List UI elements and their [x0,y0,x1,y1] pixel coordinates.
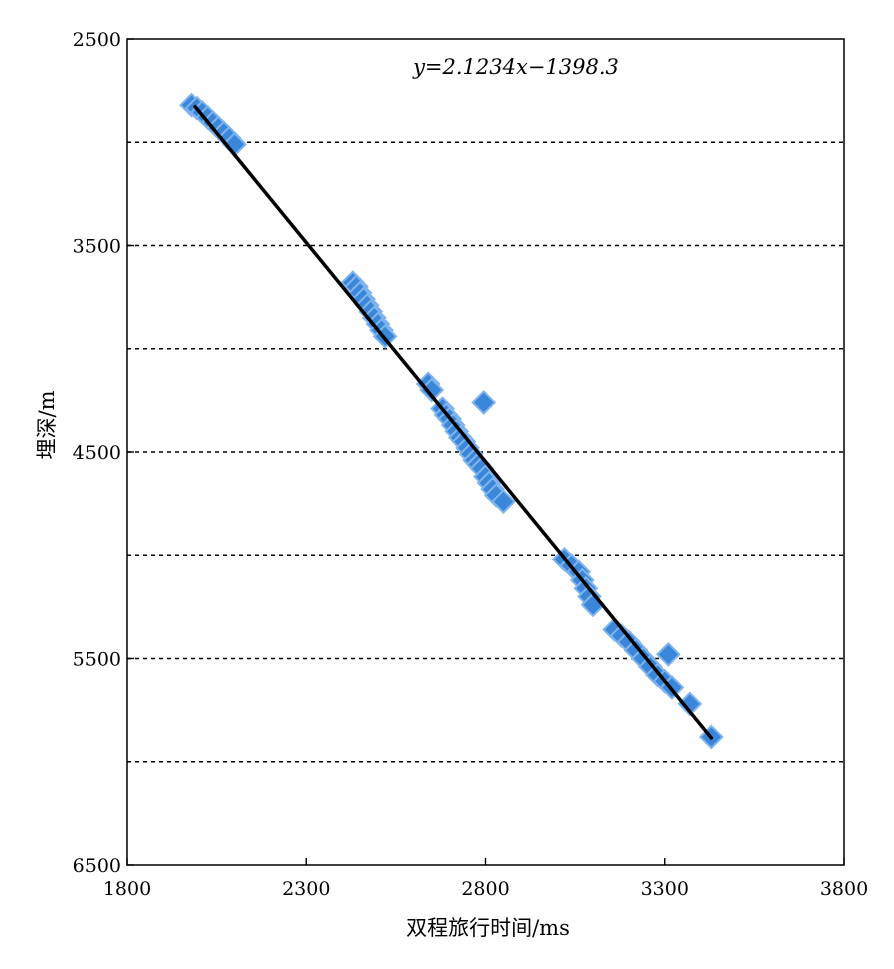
grid-lines [127,141,844,763]
x-tick-label-1800: 1800 [103,878,151,900]
y-tick-label-3500: 3500 [73,236,121,258]
x-tick-label-3800: 3800 [820,878,868,900]
x-tick-label-3300: 3300 [641,878,689,900]
regression-line [193,104,714,740]
y-tick-label-5500: 5500 [73,649,121,671]
data-point-55 [655,641,681,667]
x-tick-label-2300: 2300 [282,878,330,900]
regression-equation: y=2.1234x−1398.3 [412,55,619,79]
y-tick-label-4500: 4500 [73,442,121,464]
y-axis-label: 埋深/m [35,390,59,459]
y-tick-label-2500: 2500 [73,29,121,51]
x-tick-label-2800: 2800 [461,878,509,900]
data-point-38 [471,390,497,415]
axis-ticks: 1800 2300 2800 3300 3800 2500 3500 4500 5500 6500 [73,29,869,900]
data-point-37 [491,489,516,514]
x-axis-label: 双程旅行时间/ms [406,916,570,940]
y-tick-label-6500: 6500 [73,855,121,877]
